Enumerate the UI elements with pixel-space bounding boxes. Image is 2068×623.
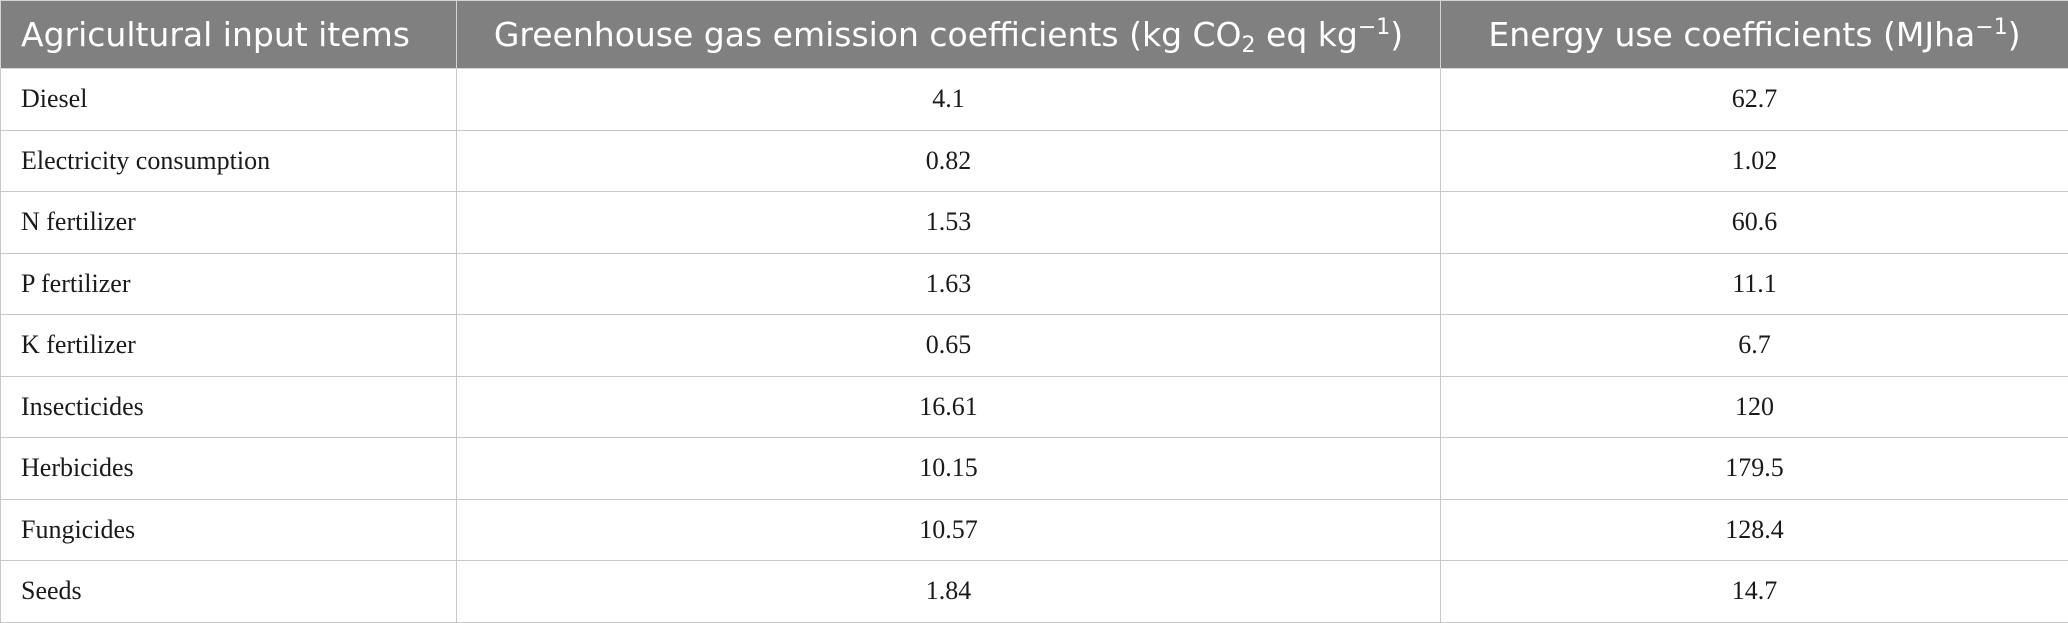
table-row: Insecticides 16.61 120 <box>1 376 2068 438</box>
row-energy-cell: 1.02 <box>1441 130 2068 192</box>
table-row: K fertilizer 0.65 6.7 <box>1 315 2068 377</box>
table-row: Diesel 4.1 62.7 <box>1 69 2068 131</box>
row-energy-cell: 60.6 <box>1441 192 2068 254</box>
header-energy-superscript: −1 <box>1975 15 2007 40</box>
header-ghg-superscript: −1 <box>1358 15 1390 40</box>
header-energy-text: Energy use coefficients (MJha <box>1488 15 1975 54</box>
header-energy-close: ) <box>2008 15 2021 54</box>
row-item-cell: Diesel <box>1 69 457 131</box>
row-item-cell: Fungicides <box>1 499 457 561</box>
header-ghg-text: Greenhouse gas emission coefficients (kg… <box>494 15 1242 54</box>
row-energy-cell: 62.7 <box>1441 69 2068 131</box>
header-ghg-unit: eq kg <box>1256 15 1358 54</box>
table-header: Agricultural input items Greenhouse gas … <box>1 1 2068 69</box>
row-energy-cell: 120 <box>1441 376 2068 438</box>
row-energy-cell: 6.7 <box>1441 315 2068 377</box>
row-ghg-cell: 1.63 <box>457 253 1441 315</box>
row-energy-cell: 179.5 <box>1441 438 2068 500</box>
row-ghg-cell: 1.53 <box>457 192 1441 254</box>
table-row: P fertilizer 1.63 11.1 <box>1 253 2068 315</box>
row-item-cell: Electricity consumption <box>1 130 457 192</box>
row-ghg-cell: 16.61 <box>457 376 1441 438</box>
table-row: Fungicides 10.57 128.4 <box>1 499 2068 561</box>
header-energy-use-coefficients: Energy use coefficients (MJha−1) <box>1441 1 2068 69</box>
row-ghg-cell: 1.84 <box>457 561 1441 623</box>
row-ghg-cell: 4.1 <box>457 69 1441 131</box>
row-item-cell: P fertilizer <box>1 253 457 315</box>
table-row: Seeds 1.84 14.7 <box>1 561 2068 623</box>
header-agricultural-input-items: Agricultural input items <box>1 1 457 69</box>
row-energy-cell: 128.4 <box>1441 499 2068 561</box>
row-item-cell: Herbicides <box>1 438 457 500</box>
table-row: Electricity consumption 0.82 1.02 <box>1 130 2068 192</box>
header-ghg-emission-coefficients: Greenhouse gas emission coefficients (kg… <box>457 1 1441 69</box>
row-energy-cell: 14.7 <box>1441 561 2068 623</box>
table-row: N fertilizer 1.53 60.6 <box>1 192 2068 254</box>
table-row: Herbicides 10.15 179.5 <box>1 438 2068 500</box>
header-ghg-subscript: 2 <box>1242 33 1256 58</box>
row-ghg-cell: 0.82 <box>457 130 1441 192</box>
row-item-cell: N fertilizer <box>1 192 457 254</box>
row-ghg-cell: 0.65 <box>457 315 1441 377</box>
row-item-cell: Insecticides <box>1 376 457 438</box>
header-ghg-close: ) <box>1390 15 1403 54</box>
row-ghg-cell: 10.57 <box>457 499 1441 561</box>
row-item-cell: K fertilizer <box>1 315 457 377</box>
table-body: Diesel 4.1 62.7 Electricity consumption … <box>1 69 2068 623</box>
row-item-cell: Seeds <box>1 561 457 623</box>
row-ghg-cell: 10.15 <box>457 438 1441 500</box>
row-energy-cell: 11.1 <box>1441 253 2068 315</box>
header-row: Agricultural input items Greenhouse gas … <box>1 1 2068 69</box>
